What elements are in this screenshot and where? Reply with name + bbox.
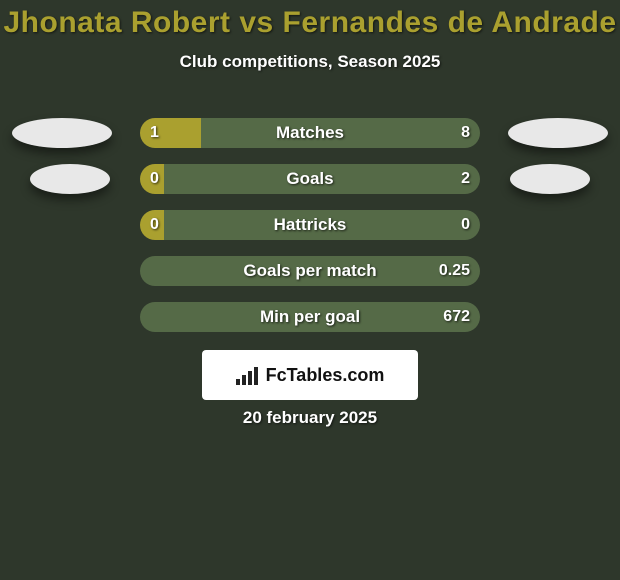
stat-value-left: 0 [150, 164, 159, 194]
avatar-right [508, 118, 608, 148]
stat-bar [140, 210, 480, 240]
stat-bar-right [164, 164, 480, 194]
subtitle: Club competitions, Season 2025 [0, 52, 620, 72]
stat-row: 00Hattricks [0, 210, 620, 240]
stat-bar-right [140, 302, 480, 332]
logo-text: FcTables.com [266, 365, 385, 386]
bar-chart-icon [236, 365, 260, 385]
page-title: Jhonata Robert vs Fernandes de Andrade [0, 0, 620, 40]
date-label: 20 february 2025 [0, 408, 620, 428]
stat-value-left: 1 [150, 118, 159, 148]
logo-box: FcTables.com [202, 350, 418, 400]
stat-value-right: 8 [461, 118, 470, 148]
stat-row: 18Matches [0, 118, 620, 148]
stat-bar-right [201, 118, 480, 148]
stats-rows: 18Matches02Goals00Hattricks0.25Goals per… [0, 118, 620, 348]
stat-value-right: 0.25 [439, 256, 470, 286]
stat-row: 02Goals [0, 164, 620, 194]
stat-row: 0.25Goals per match [0, 256, 620, 286]
stat-bar-right [140, 256, 480, 286]
stat-bar [140, 118, 480, 148]
stat-bar [140, 302, 480, 332]
stat-value-right: 672 [443, 302, 470, 332]
stat-bar [140, 164, 480, 194]
stat-row: 672Min per goal [0, 302, 620, 332]
avatar-left [30, 164, 110, 194]
avatar-left [12, 118, 112, 148]
stat-value-left: 0 [150, 210, 159, 240]
stat-bar [140, 256, 480, 286]
stat-value-right: 2 [461, 164, 470, 194]
stat-bar-right [164, 210, 480, 240]
avatar-right [510, 164, 590, 194]
stat-value-right: 0 [461, 210, 470, 240]
comparison-card: Jhonata Robert vs Fernandes de Andrade C… [0, 0, 620, 580]
